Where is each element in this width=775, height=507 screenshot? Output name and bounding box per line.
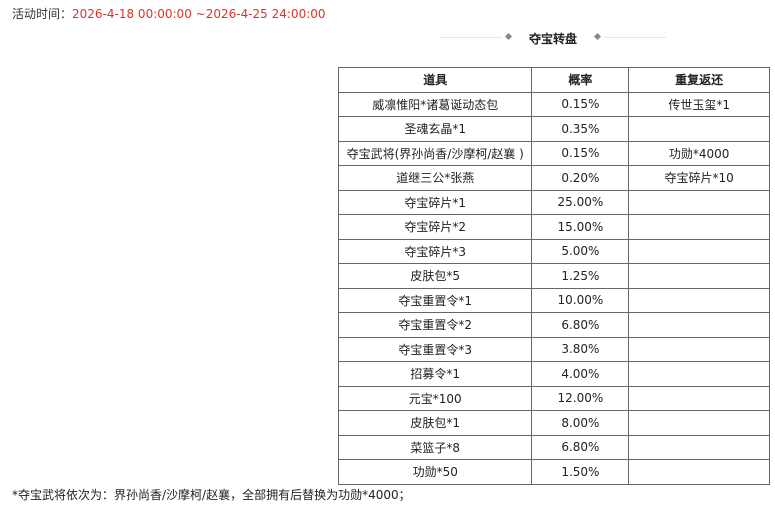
cell-rate: 1.25%	[531, 263, 630, 289]
cell-return	[628, 263, 770, 289]
cell-rate: 5.00%	[531, 238, 630, 264]
table-row: 皮肤包*5 1.25%	[337, 263, 770, 289]
section-title: 夺宝转盘	[440, 28, 666, 48]
cell-rate: 10.00%	[531, 287, 630, 313]
table-row: 夺宝重置令*2 6.80%	[337, 312, 770, 338]
table-row: 夺宝碎片*2 15.00%	[337, 214, 770, 240]
cell-return	[628, 287, 770, 313]
cell-rate: 15.00%	[531, 214, 630, 240]
table-row: 夺宝武将(界孙尚香/沙摩柯/赵襄 ) 0.15% 功勋*4000	[337, 140, 770, 166]
cell-return	[628, 238, 770, 264]
column-header: 重复返还	[628, 67, 770, 93]
cell-return	[628, 459, 770, 485]
cell-item: 夺宝碎片*3	[337, 238, 533, 264]
column-header: 道具	[337, 67, 533, 93]
prize-table: 道具 概率 重复返还 威凛惟阳*诸葛诞动态包 0.15% 传世玉玺*1 圣魂玄晶*1 0.3…	[337, 67, 770, 485]
period-value: 2026-4-18 00:00:00 ~2026-4-25 24:00:00	[72, 7, 326, 21]
cell-return: 传世玉玺*1	[628, 91, 770, 117]
cell-item: 皮肤包*5	[337, 263, 533, 289]
cell-rate: 6.80%	[531, 312, 630, 338]
cell-return: 功勋*4000	[628, 140, 770, 166]
table-row: 夺宝重置令*1 10.00%	[337, 287, 770, 313]
cell-return	[628, 434, 770, 460]
table-row: 皮肤包*1 8.00%	[337, 410, 770, 436]
cell-rate: 0.35%	[531, 116, 630, 142]
cell-rate: 4.00%	[531, 361, 630, 387]
cell-item: 夺宝碎片*1	[337, 189, 533, 215]
cell-rate: 3.80%	[531, 336, 630, 362]
cell-item: 夺宝重置令*3	[337, 336, 533, 362]
cell-return	[628, 385, 770, 411]
cell-rate: 0.15%	[531, 91, 630, 117]
header-row: 道具 概率 重复返还	[337, 67, 770, 93]
table-row: 道继三公*张燕 0.20% 夺宝碎片*10	[337, 165, 770, 191]
cell-item: 道继三公*张燕	[337, 165, 533, 191]
cell-item: 夺宝重置令*1	[337, 287, 533, 313]
cell-item: 菜篮子*8	[337, 434, 533, 460]
cell-item: 功勋*50	[337, 459, 533, 485]
cell-return	[628, 336, 770, 362]
cell-item: 招募令*1	[337, 361, 533, 387]
footnote: *夺宝武将依次为：界孙尚香/沙摩柯/赵襄，全部拥有后替换为功勋*4000；	[12, 488, 411, 502]
cell-item: 夺宝碎片*2	[337, 214, 533, 240]
table-row: 夺宝碎片*1 25.00%	[337, 189, 770, 215]
table-row: 威凛惟阳*诸葛诞动态包 0.15% 传世玉玺*1	[337, 91, 770, 117]
cell-item: 夺宝武将(界孙尚香/沙摩柯/赵襄 )	[337, 140, 533, 166]
table-row: 元宝*100 12.00%	[337, 385, 770, 411]
cell-return	[628, 214, 770, 240]
cell-return	[628, 116, 770, 142]
table-row: 圣魂玄晶*1 0.35%	[337, 116, 770, 142]
cell-item: 夺宝重置令*2	[337, 312, 533, 338]
cell-item: 威凛惟阳*诸葛诞动态包	[337, 91, 533, 117]
table-row: 功勋*50 1.50%	[337, 459, 770, 485]
cell-return	[628, 312, 770, 338]
cell-item: 圣魂玄晶*1	[337, 116, 533, 142]
cell-return: 夺宝碎片*10	[628, 165, 770, 191]
cell-return	[628, 361, 770, 387]
title: 夺宝转盘	[528, 32, 577, 46]
period-label: 活动时间：	[12, 7, 73, 21]
cell-item: 皮肤包*1	[337, 410, 533, 436]
column-header: 概率	[531, 67, 630, 93]
divider	[604, 37, 666, 38]
cell-rate: 8.00%	[531, 410, 630, 436]
table-row: 夺宝重置令*3 3.80%	[337, 336, 770, 362]
cell-rate: 6.80%	[531, 434, 630, 460]
cell-rate: 0.15%	[531, 140, 630, 166]
activity-period: 活动时间：2026-4-18 00:00:00 ~2026-4-25 24:00…	[12, 5, 326, 22]
cell-return	[628, 189, 770, 215]
cell-rate: 1.50%	[531, 459, 630, 485]
divider	[440, 37, 502, 38]
cell-return	[628, 410, 770, 436]
cell-rate: 25.00%	[531, 189, 630, 215]
cell-rate: 12.00%	[531, 385, 630, 411]
cell-item: 元宝*100	[337, 385, 533, 411]
table-row: 夺宝碎片*3 5.00%	[337, 238, 770, 264]
table-row: 菜篮子*8 6.80%	[337, 434, 770, 460]
table-row: 招募令*1 4.00%	[337, 361, 770, 387]
cell-rate: 0.20%	[531, 165, 630, 191]
